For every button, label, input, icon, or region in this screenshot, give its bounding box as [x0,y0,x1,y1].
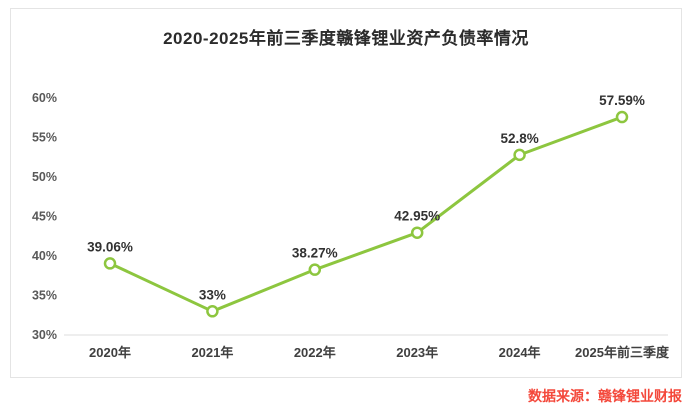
data-point-marker [410,226,424,239]
chart-title: 2020-2025年前三季度赣锋锂业资产负债率情况 [163,29,529,48]
x-tick-label: 2021年 [191,345,233,360]
data-point-value-label: 57.59% [599,93,645,108]
y-tick-label: 50% [32,170,57,184]
line-chart: 30% 35% 40% 45% 50% 55% 60% 39.06% 2020年 33% 2021年… [32,91,670,360]
data-point-marker [513,148,526,162]
y-tick-label: 60% [32,91,57,105]
y-tick-label: 35% [32,289,57,303]
y-tick-label: 55% [32,131,57,145]
data-point-marker [308,263,322,276]
x-tick-label: 2023年 [396,345,438,360]
chart-card: 2020-2025年前三季度赣锋锂业资产负债率情况 30% 35% 40% 45% 50… [10,8,682,378]
data-point-value-label: 39.06% [87,239,133,254]
x-tick-label: 2020年 [89,345,131,360]
data-point-marker [206,305,219,318]
data-point-value-label: 42.95% [394,209,440,224]
x-tick-label: 2025年前三季度 [575,345,670,360]
data-source-label: 数据来源：赣锋锂业财报 [528,388,682,404]
y-tick-label: 40% [32,249,57,263]
x-tick-label: 2022年 [294,345,336,360]
data-point-value-label: 52.8% [500,131,538,146]
data-point-marker [615,110,629,124]
y-tick-label: 45% [32,210,57,224]
y-tick-label: 30% [32,328,57,342]
data-point-value-label: 33% [199,287,226,302]
trend-line [108,115,624,313]
x-tick-label: 2024年 [499,345,541,360]
data-point-value-label: 38.27% [292,246,338,261]
data-point-marker [103,257,117,270]
